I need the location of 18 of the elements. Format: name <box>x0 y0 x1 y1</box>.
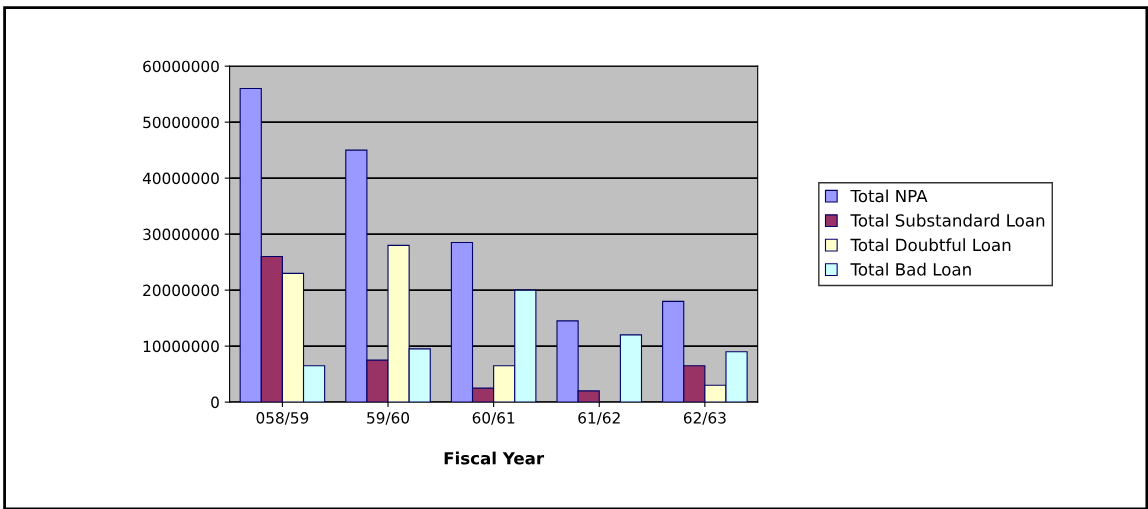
y-tick-label: 20000000 <box>143 284 219 297</box>
x-tick-label: 59/60 <box>367 412 410 425</box>
y-tick-label: 10000000 <box>143 340 219 353</box>
x-tick-label: 60/61 <box>472 412 515 425</box>
legend-label: Total Substandard Loan <box>850 213 1045 227</box>
legend-label: Total Doubtful Loan <box>850 238 1011 252</box>
legend-label: Total NPA <box>850 189 928 203</box>
x-tick-label: 62/63 <box>683 412 726 425</box>
y-tick-label: 50000000 <box>143 116 219 129</box>
bar <box>619 334 643 403</box>
legend-label: Total Bad Loan <box>850 262 971 276</box>
y-tick-label: 0 <box>211 396 219 409</box>
y-tick-label: 30000000 <box>143 228 219 241</box>
x-tick-label: 61/62 <box>578 412 620 425</box>
y-tick-label: 40000000 <box>142 172 219 185</box>
x-tick-label: 058/59 <box>256 412 309 425</box>
x-axis-title: Fiscal Year <box>444 451 545 465</box>
y-tick-label: 60000000 <box>143 60 219 73</box>
